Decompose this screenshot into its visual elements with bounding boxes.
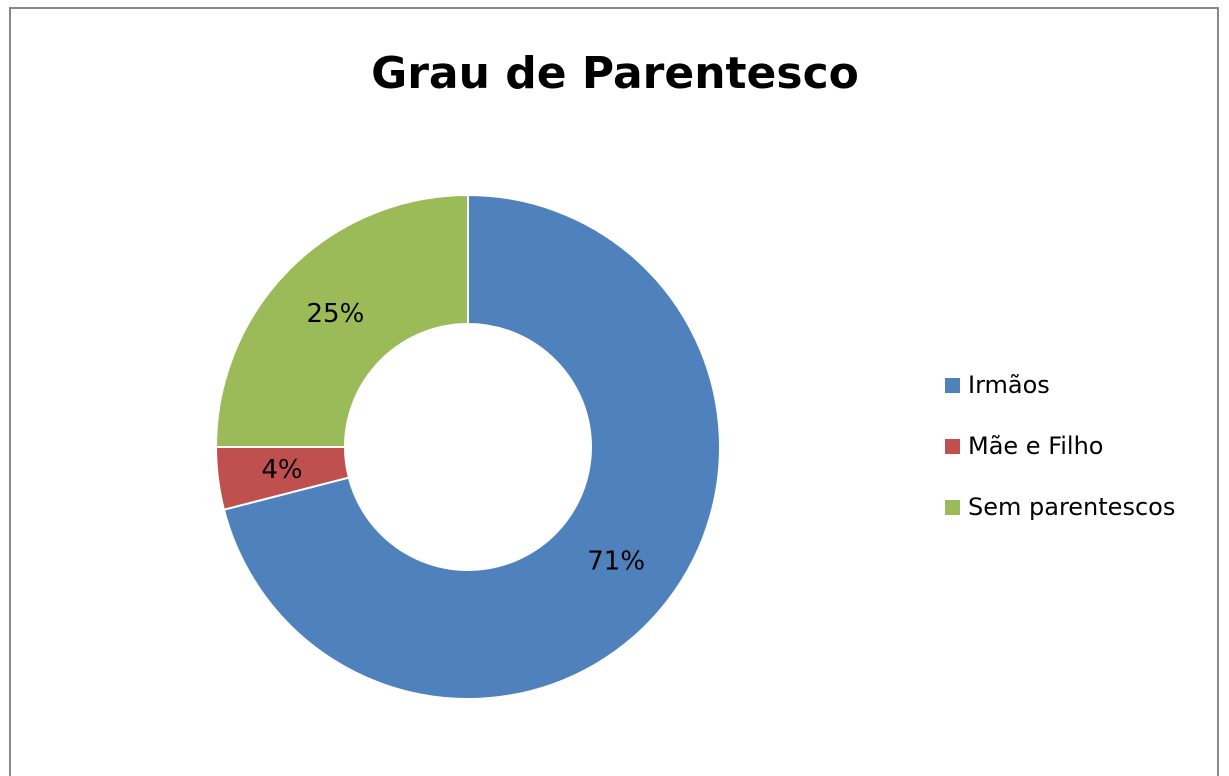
legend-swatch [945, 439, 960, 454]
data-label: 71% [587, 546, 645, 576]
donut-slice [222, 193, 721, 700]
data-label: 4% [261, 455, 302, 485]
legend-label: Irmãos [968, 371, 1050, 399]
legend-swatch [945, 378, 960, 393]
chart-title: Grau de Parentesco [371, 48, 859, 99]
legend-label: Sem parentescos [968, 493, 1175, 521]
legend-swatch [945, 500, 960, 515]
legend-label: Mãe e Filho [968, 432, 1104, 460]
donut-slice [214, 193, 469, 448]
data-label: 25% [307, 299, 365, 329]
